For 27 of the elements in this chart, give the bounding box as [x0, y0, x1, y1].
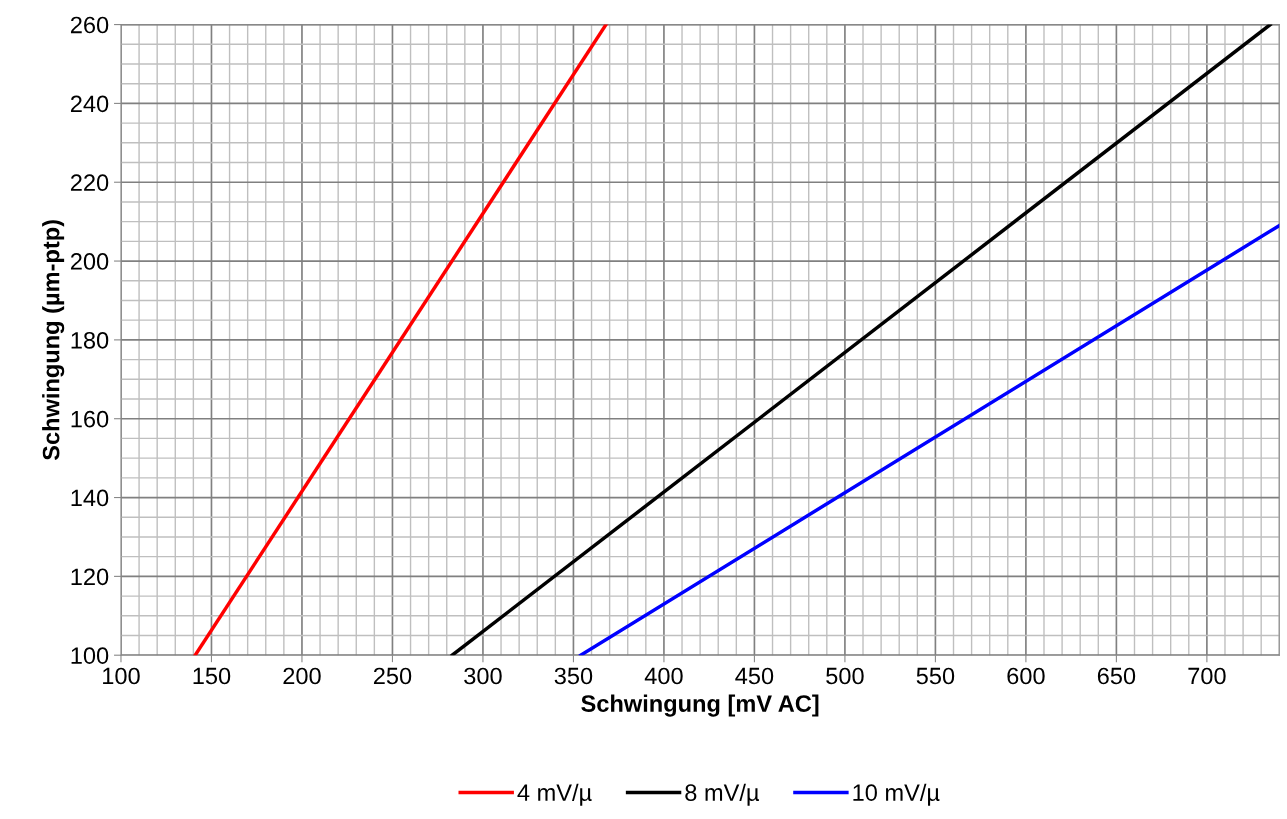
x-tick-label: 400: [644, 667, 683, 685]
x-tick-label: 250: [373, 667, 412, 685]
legend-label: 4 mV/µ: [517, 783, 592, 806]
legend-label: 10 mV/µ: [853, 783, 940, 806]
y-tick-label: 200: [70, 253, 109, 270]
x-tick-label: 150: [193, 667, 231, 685]
x-tick-label: 300: [464, 667, 502, 685]
y-axis-title: Schwingung (µm-ptp): [42, 220, 65, 461]
y-tick-label: 180: [71, 331, 109, 349]
x-tick-label: 350: [554, 667, 593, 685]
x-tick-label: 450: [735, 667, 774, 685]
y-tick-label: 260: [70, 16, 109, 34]
x-tick-label: 500: [826, 667, 864, 685]
x-tick-label: 200: [283, 667, 321, 685]
y-tick-label: 160: [71, 410, 109, 428]
y-tick-label: 120: [71, 568, 109, 586]
x-tick-label: 650: [1097, 667, 1136, 685]
y-tick-label: 220: [70, 174, 109, 192]
x-tick-label: 700: [1188, 667, 1226, 685]
y-tick-label: 100: [71, 647, 109, 664]
x-tick-label: 600: [1007, 667, 1045, 685]
y-tick-label: 140: [71, 489, 109, 507]
legend-label: 8 mV/µ: [685, 783, 759, 806]
y-tick-label: 240: [70, 95, 109, 113]
x-tick-label: 550: [916, 667, 955, 685]
x-tick-label: 100: [103, 667, 140, 685]
x-axis-title: Schwingung [mV AC]: [581, 694, 819, 717]
